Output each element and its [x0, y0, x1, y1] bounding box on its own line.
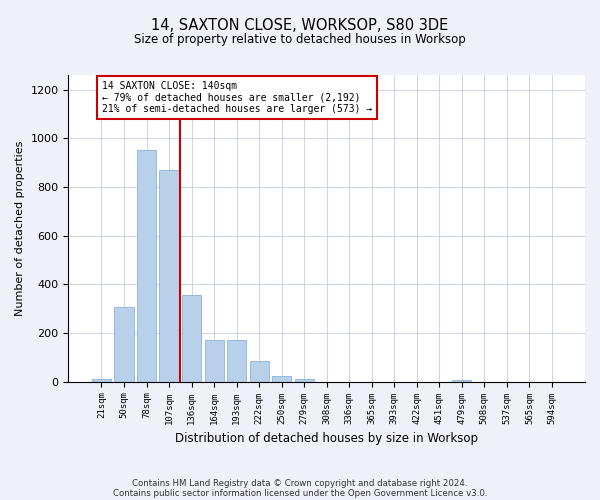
Bar	[272, 376, 291, 382]
Text: 14, SAXTON CLOSE, WORKSOP, S80 3DE: 14, SAXTON CLOSE, WORKSOP, S80 3DE	[151, 18, 449, 32]
Bar	[182, 296, 201, 382]
Text: 14 SAXTON CLOSE: 140sqm
← 79% of detached houses are smaller (2,192)
21% of semi: 14 SAXTON CLOSE: 140sqm ← 79% of detache…	[101, 81, 372, 114]
Text: Contains HM Land Registry data © Crown copyright and database right 2024.: Contains HM Land Registry data © Crown c…	[132, 478, 468, 488]
Bar	[115, 308, 134, 382]
Text: Size of property relative to detached houses in Worksop: Size of property relative to detached ho…	[134, 32, 466, 46]
Bar	[160, 170, 179, 382]
Bar	[250, 361, 269, 382]
Bar	[92, 380, 111, 382]
Y-axis label: Number of detached properties: Number of detached properties	[15, 140, 25, 316]
Bar	[452, 380, 472, 382]
Bar	[137, 150, 156, 382]
Bar	[295, 380, 314, 382]
Bar	[227, 340, 246, 382]
Bar	[205, 340, 224, 382]
Text: Contains public sector information licensed under the Open Government Licence v3: Contains public sector information licen…	[113, 488, 487, 498]
X-axis label: Distribution of detached houses by size in Worksop: Distribution of detached houses by size …	[175, 432, 478, 445]
